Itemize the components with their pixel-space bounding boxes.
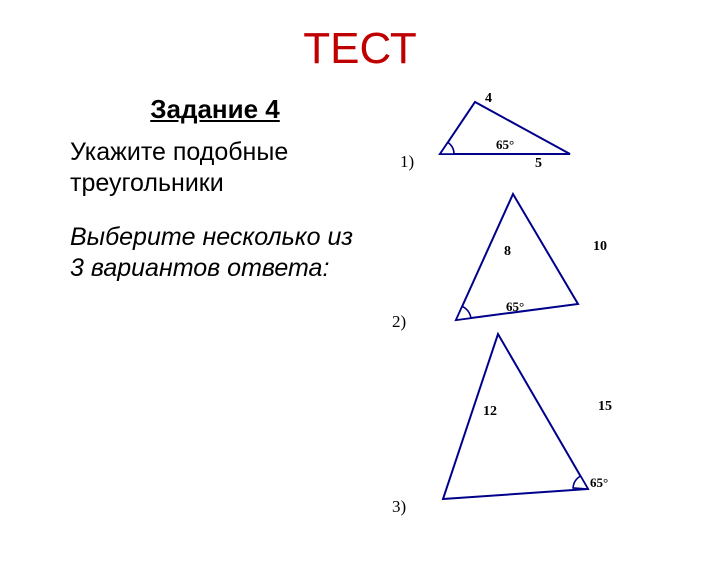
task-body: Укажите подобные треугольники bbox=[70, 137, 360, 200]
task-hint: Выберите несколько из 3 вариантов ответа… bbox=[70, 222, 360, 285]
figure-3: 3) 12 15 65° bbox=[380, 329, 620, 519]
triangle-icon bbox=[420, 94, 580, 174]
figure-2: 2)81065° bbox=[380, 184, 620, 334]
figures-column: 1)4565°2)81065°3)121565° bbox=[380, 94, 720, 284]
angle-label: 65° bbox=[590, 475, 608, 491]
figure-label: 3) bbox=[392, 497, 406, 517]
figure-label: 1) bbox=[400, 152, 414, 172]
side-label: 15 bbox=[598, 399, 612, 415]
page-title: ТЕСТ bbox=[0, 24, 720, 74]
side-label: 5 bbox=[535, 156, 542, 172]
side-label: 12 bbox=[483, 404, 497, 420]
content-row: Задание 4 Укажите подобные треугольники … bbox=[0, 94, 720, 284]
text-column: Задание 4 Укажите подобные треугольники … bbox=[0, 94, 380, 284]
figure-1: 1) 4 5 65° bbox=[380, 94, 580, 184]
side-label: 10 bbox=[593, 239, 607, 255]
side-label: 4 bbox=[485, 91, 492, 107]
angle-label: 65° bbox=[496, 137, 514, 153]
task-heading: Задание 4 bbox=[70, 94, 360, 125]
triangle-icon bbox=[418, 329, 618, 519]
side-label: 8 bbox=[504, 244, 511, 260]
angle-label: 65° bbox=[506, 299, 524, 315]
